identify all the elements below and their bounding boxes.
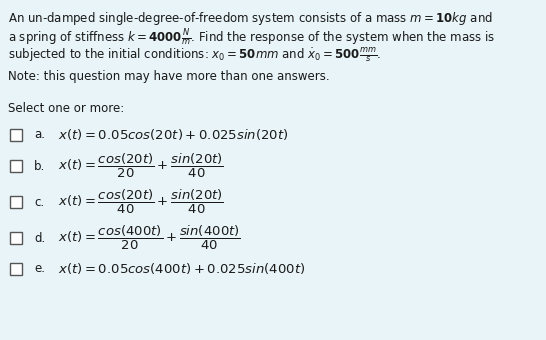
Text: b.: b. (34, 159, 45, 172)
Bar (10, 263, 22, 275)
Text: Select one or more:: Select one or more: (8, 102, 124, 115)
Text: $x(t) = 0.05cos(400t) + 0.025sin(400t)$: $x(t) = 0.05cos(400t) + 0.025sin(400t)$ (58, 261, 305, 276)
Bar (10, 160, 22, 172)
Bar (10, 129, 22, 141)
Bar (10, 196, 22, 208)
Text: $x(t) = \dfrac{cos(20t)}{40} + \dfrac{sin(20t)}{40}$: $x(t) = \dfrac{cos(20t)}{40} + \dfrac{si… (58, 188, 224, 216)
Text: a spring of stiffness $\mathit{k} = \mathbf{4000}\frac{N}{m}$. Find the response: a spring of stiffness $\mathit{k} = \mat… (8, 28, 495, 48)
Bar (10, 232, 22, 244)
Text: $x(t) = 0.05cos(20t) + 0.025sin(20t)$: $x(t) = 0.05cos(20t) + 0.025sin(20t)$ (58, 128, 289, 142)
Text: $x(t) = \dfrac{cos(400t)}{20} + \dfrac{sin(400t)}{40}$: $x(t) = \dfrac{cos(400t)}{20} + \dfrac{s… (58, 224, 241, 252)
Text: a.: a. (34, 129, 45, 141)
Text: e.: e. (34, 262, 45, 275)
Text: d.: d. (34, 232, 45, 244)
Text: $x(t) = \dfrac{cos(20t)}{20} + \dfrac{sin(20t)}{40}$: $x(t) = \dfrac{cos(20t)}{20} + \dfrac{si… (58, 152, 224, 180)
Text: c.: c. (34, 195, 44, 208)
Text: Note: this question may have more than one answers.: Note: this question may have more than o… (8, 70, 330, 83)
Text: An un-damped single-degree-of-freedom system consists of a mass $\mathit{m} = \m: An un-damped single-degree-of-freedom sy… (8, 10, 493, 27)
Text: subjected to the initial conditions: $x_0 = \mathbf{50}\mathit{mm}$ and $\dot{x}: subjected to the initial conditions: $x_… (8, 46, 381, 64)
